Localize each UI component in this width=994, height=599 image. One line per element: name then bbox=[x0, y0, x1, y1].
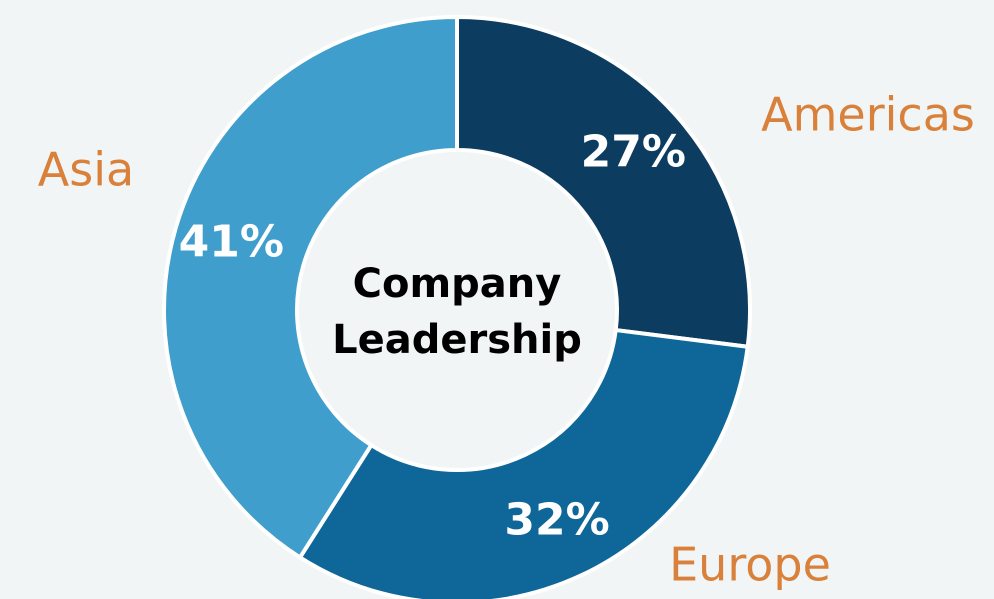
value-label: 32% bbox=[504, 495, 609, 546]
value-label: 27% bbox=[581, 127, 686, 178]
slice bbox=[455, 14, 752, 349]
category-label: Asia bbox=[38, 143, 134, 197]
center-label: Leadership bbox=[332, 317, 582, 363]
slice bbox=[297, 327, 750, 599]
center-label: Company bbox=[353, 261, 562, 307]
slice bbox=[162, 14, 459, 561]
value-label: 41% bbox=[179, 216, 284, 267]
category-label: Europe bbox=[669, 538, 831, 592]
category-label: Americas bbox=[761, 88, 975, 142]
